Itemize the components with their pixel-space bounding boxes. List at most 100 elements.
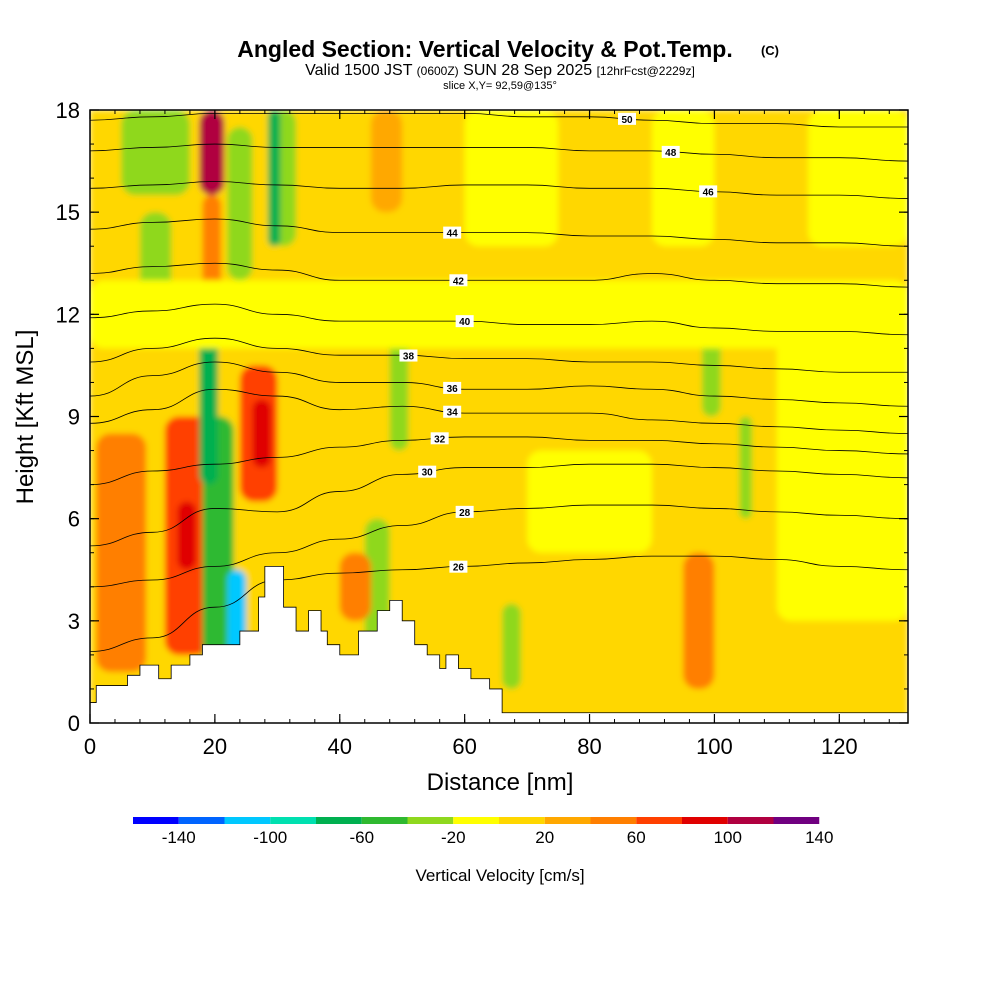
velocity-cell — [683, 552, 715, 689]
x-tick-label: 120 — [821, 734, 858, 759]
colorbar-swatch — [499, 817, 545, 824]
isotherm-30 — [90, 463, 908, 547]
colorbar-swatch — [773, 817, 820, 824]
x-tick-label: 80 — [577, 734, 601, 759]
colorbar-tick-label: -100 — [253, 828, 287, 847]
colorbar-swatch — [682, 817, 728, 824]
isotherm-label-text: 32 — [434, 434, 446, 445]
velocity-cell — [808, 110, 908, 247]
isotherm-26 — [90, 555, 908, 652]
velocity-cell — [199, 110, 225, 196]
isotherm-label-text: 28 — [459, 508, 471, 519]
isotherm-label-bg — [449, 560, 468, 573]
y-tick-label: 0 — [68, 711, 80, 736]
velocity-cell — [776, 314, 908, 621]
y-tick-label: 3 — [68, 609, 80, 634]
isotherm-label-text: 34 — [447, 408, 459, 419]
isotherm-34 — [90, 388, 908, 434]
colorbar-tick-label: -140 — [162, 828, 196, 847]
y-tick-label: 18 — [56, 98, 80, 123]
x-tick-label: 100 — [696, 734, 733, 759]
isotherm-label: 46 — [699, 185, 718, 198]
vertical-velocity-field — [90, 110, 908, 723]
x-tick-label: 40 — [328, 734, 352, 759]
chart-title-mark: (C) — [761, 43, 779, 58]
isotherm-label-text: 50 — [621, 115, 633, 126]
velocity-cell — [651, 110, 715, 247]
isotherm-label-bg — [455, 505, 474, 518]
isotherm-label-bg — [430, 432, 449, 445]
isotherm-label-bg — [455, 315, 474, 328]
velocity-cell — [502, 603, 521, 689]
isotherm-42 — [90, 262, 908, 288]
plot-area: 26 28 30 32 34 36 38 40 42 44 46 48 50 — [90, 110, 908, 723]
colorbar-tick-label: 20 — [535, 828, 554, 847]
isotherm-label-text: 48 — [665, 148, 677, 159]
colorbar-swatch — [407, 817, 454, 824]
isotherm-label: 32 — [430, 432, 449, 445]
isotherm-label-text: 26 — [453, 563, 465, 574]
colorbar-swatch — [727, 817, 774, 824]
terrain-profile — [90, 565, 908, 723]
colorbar-tick-label: 140 — [805, 828, 833, 847]
isotherm-label-bg — [661, 145, 680, 158]
axes: 0 20 40 60 80 100 120 0 36 9 12 15 18 — [56, 98, 908, 759]
x-axis-label: Distance [nm] — [427, 769, 574, 796]
colorbar-swatch — [453, 817, 499, 824]
velocity-cell — [199, 314, 219, 485]
isotherm-label-bg — [443, 226, 462, 239]
velocity-cell — [121, 110, 190, 196]
x-tick-label: 0 — [84, 734, 96, 759]
potential-temperature-contours — [90, 113, 908, 652]
isotherm-label-bg — [618, 112, 637, 125]
isotherm-40 — [90, 303, 908, 336]
isotherm-48 — [90, 143, 908, 162]
isotherm-label-text: 46 — [703, 187, 715, 198]
isotherm-44 — [90, 218, 908, 247]
velocity-cell — [177, 501, 197, 570]
valid-date: SUN 28 Sep 2025 — [463, 62, 592, 79]
y-tick-label: 12 — [56, 302, 80, 327]
isotherm-label-bg — [443, 381, 462, 394]
valid-line: Valid 1500 JST (0600Z) SUN 28 Sep 2025 [… — [305, 62, 695, 79]
isotherm-label-text: 40 — [459, 317, 471, 328]
velocity-cell — [202, 195, 222, 298]
velocity-cell — [227, 127, 253, 281]
velocity-cell — [339, 552, 371, 621]
x-tick-label: 60 — [452, 734, 476, 759]
velocity-cell — [370, 110, 403, 213]
isotherm-36 — [90, 361, 908, 407]
isotherm-label-text: 44 — [447, 229, 459, 240]
slice-info: slice X,Y= 92,59@135° — [443, 80, 557, 92]
isotherm-label-text: 42 — [453, 276, 465, 287]
colorbar-swatch — [133, 817, 179, 824]
velocity-cell — [90, 280, 908, 349]
colorbar-swatch — [178, 817, 225, 824]
colorbar-swatch — [544, 817, 591, 824]
velocity-cell — [739, 416, 752, 519]
colorbar-label: Vertical Velocity [cm/s] — [415, 866, 584, 885]
velocity-cell — [267, 110, 281, 247]
isotherm-label-bg — [443, 405, 462, 418]
isotherm-label-bg — [449, 274, 468, 287]
y-tick-label: 15 — [56, 200, 80, 225]
x-tick-label: 20 — [203, 734, 227, 759]
colorbar-swatch — [590, 817, 637, 824]
colorbar-tick-label: -60 — [349, 828, 374, 847]
isotherm-label-bg — [399, 349, 418, 362]
isotherm-label: 28 — [455, 505, 474, 519]
colorbar-swatch — [270, 817, 316, 824]
isotherm-label-text: 38 — [403, 352, 415, 363]
colorbar-swatch — [224, 817, 271, 824]
isotherm-label: 36 — [443, 381, 462, 395]
isotherm-32 — [90, 436, 908, 486]
velocity-cell — [527, 450, 652, 553]
colorbar-tick-label: 60 — [627, 828, 646, 847]
isotherm-label: 50 — [618, 112, 637, 126]
isotherm-label-text: 30 — [422, 468, 434, 479]
y-tick-label: 9 — [68, 405, 80, 430]
colorbar: -140 -100 -60 -20 20 60 100 140 — [133, 817, 833, 847]
isotherm-label: 48 — [661, 145, 680, 159]
isotherm-label: 42 — [449, 274, 468, 287]
